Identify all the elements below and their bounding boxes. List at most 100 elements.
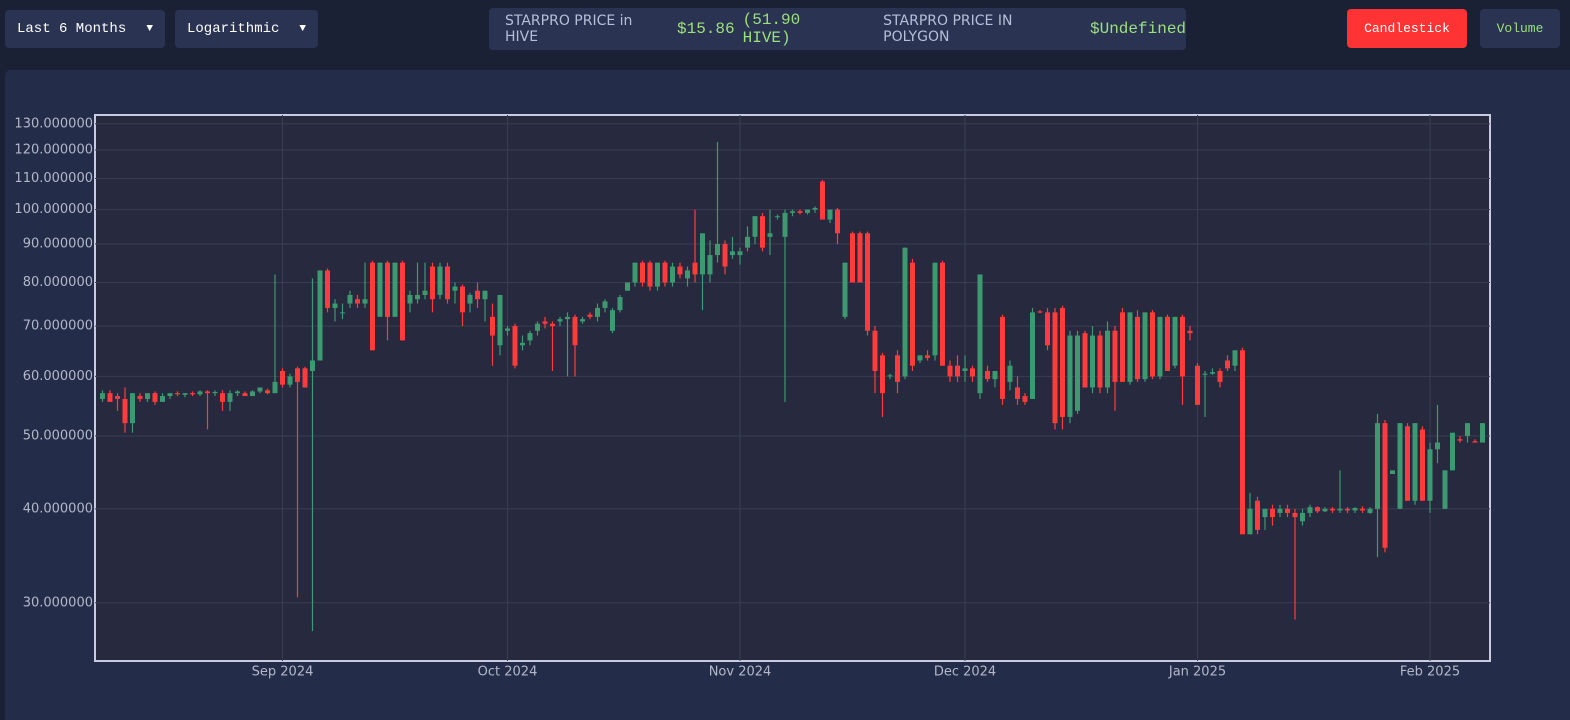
candle-body <box>1007 365 1013 382</box>
range-select[interactable]: Last 6 Months ▼ <box>5 10 165 48</box>
candle-body <box>1412 423 1418 501</box>
candle-body <box>295 368 300 382</box>
candle-body <box>1480 423 1485 443</box>
candle-body <box>1270 508 1275 518</box>
candle-body <box>812 207 818 210</box>
candle-body <box>115 396 120 399</box>
candle-body <box>640 262 645 283</box>
candle-body <box>782 212 788 237</box>
candle-body <box>707 255 713 275</box>
candle-body <box>520 342 525 346</box>
candle-body <box>467 294 473 304</box>
candle-body <box>362 299 368 304</box>
candle-body <box>1067 335 1073 417</box>
candle-body <box>137 396 143 399</box>
candle-body <box>257 387 263 392</box>
candle-body <box>460 286 465 313</box>
polygon-price: $Undefined <box>1090 20 1187 38</box>
candle-body <box>205 391 210 394</box>
hive-price: $15.86 <box>677 20 735 38</box>
candle-body <box>1330 508 1335 511</box>
candle-body <box>1022 396 1028 402</box>
candle-body <box>1157 316 1163 377</box>
candle-body <box>1045 312 1050 346</box>
candle-body <box>1247 508 1253 535</box>
candle-body <box>302 368 308 388</box>
candle-body <box>1465 423 1470 436</box>
candle-body <box>1427 449 1433 501</box>
candle-body <box>497 294 503 346</box>
candle-body <box>1360 508 1365 511</box>
candle-body <box>415 294 420 300</box>
candle-body <box>677 266 683 275</box>
candle-body <box>1472 441 1478 443</box>
candle-body <box>385 262 390 317</box>
candle-body <box>1030 312 1035 399</box>
candle-body <box>932 262 938 356</box>
candle-body <box>1450 432 1455 471</box>
candle-body <box>407 294 413 304</box>
candle-body <box>1420 429 1425 501</box>
y-tick-label: 90.000000 <box>23 237 93 252</box>
candle-body <box>1015 387 1020 399</box>
y-tick-label: 40.000000 <box>23 501 93 516</box>
candle-body <box>880 355 885 394</box>
y-tick-label: 50.000000 <box>23 428 93 443</box>
y-tick-label: 130.000000 <box>14 116 93 131</box>
candle-body <box>1322 508 1328 512</box>
candle-body <box>1195 365 1200 405</box>
candle-body <box>955 365 960 377</box>
candle-body <box>130 393 135 424</box>
candle-body <box>1082 333 1088 388</box>
candle-body <box>250 391 255 397</box>
candle-body <box>1367 508 1373 513</box>
candle-body <box>842 262 848 317</box>
candlestick-button[interactable]: Candlestick <box>1347 9 1467 48</box>
candle-body <box>820 181 825 220</box>
candle-body <box>1097 335 1103 388</box>
y-tick-label: 80.000000 <box>23 275 93 290</box>
candle-body <box>1382 423 1388 548</box>
candle-body <box>1105 330 1110 388</box>
candle-body <box>430 266 435 300</box>
candle-body <box>377 262 383 317</box>
candle-body <box>655 262 660 287</box>
candle-body <box>1390 470 1395 475</box>
candle-body <box>340 312 345 314</box>
candle-body <box>1217 371 1223 382</box>
scale-value: Logarithmic <box>187 21 280 37</box>
range-value: Last 6 Months <box>17 21 127 37</box>
candle-body <box>182 393 188 395</box>
candle-body <box>400 262 405 341</box>
scale-select[interactable]: Logarithmic ▼ <box>175 10 318 48</box>
candle-body <box>572 316 578 346</box>
y-tick-label: 120.000000 <box>14 143 93 158</box>
candle-body <box>557 319 563 322</box>
candle-body <box>797 211 803 213</box>
candle-body <box>190 393 195 395</box>
candle-body <box>1292 512 1298 518</box>
candle-body <box>1165 316 1170 372</box>
candle-body <box>145 393 150 399</box>
candle-body <box>167 393 173 397</box>
candle-body <box>940 262 945 366</box>
candle-body <box>280 371 285 385</box>
candle-body <box>422 290 428 295</box>
volume-button[interactable]: Volume <box>1480 9 1560 48</box>
candle-body <box>1405 426 1410 501</box>
candle-body <box>100 393 105 399</box>
candle-body <box>220 393 225 402</box>
candle-body <box>1375 423 1380 509</box>
candle-body <box>1060 307 1065 417</box>
candle-body <box>887 375 893 377</box>
candle-body <box>490 316 495 336</box>
candle-body <box>212 392 218 394</box>
candle-body <box>670 266 675 283</box>
candle-body <box>745 236 750 248</box>
candle-body <box>985 371 990 380</box>
candle-body <box>1142 312 1148 380</box>
candle-body <box>1345 508 1350 511</box>
hive-label: STARPRO PRICE in HIVE <box>505 13 633 45</box>
